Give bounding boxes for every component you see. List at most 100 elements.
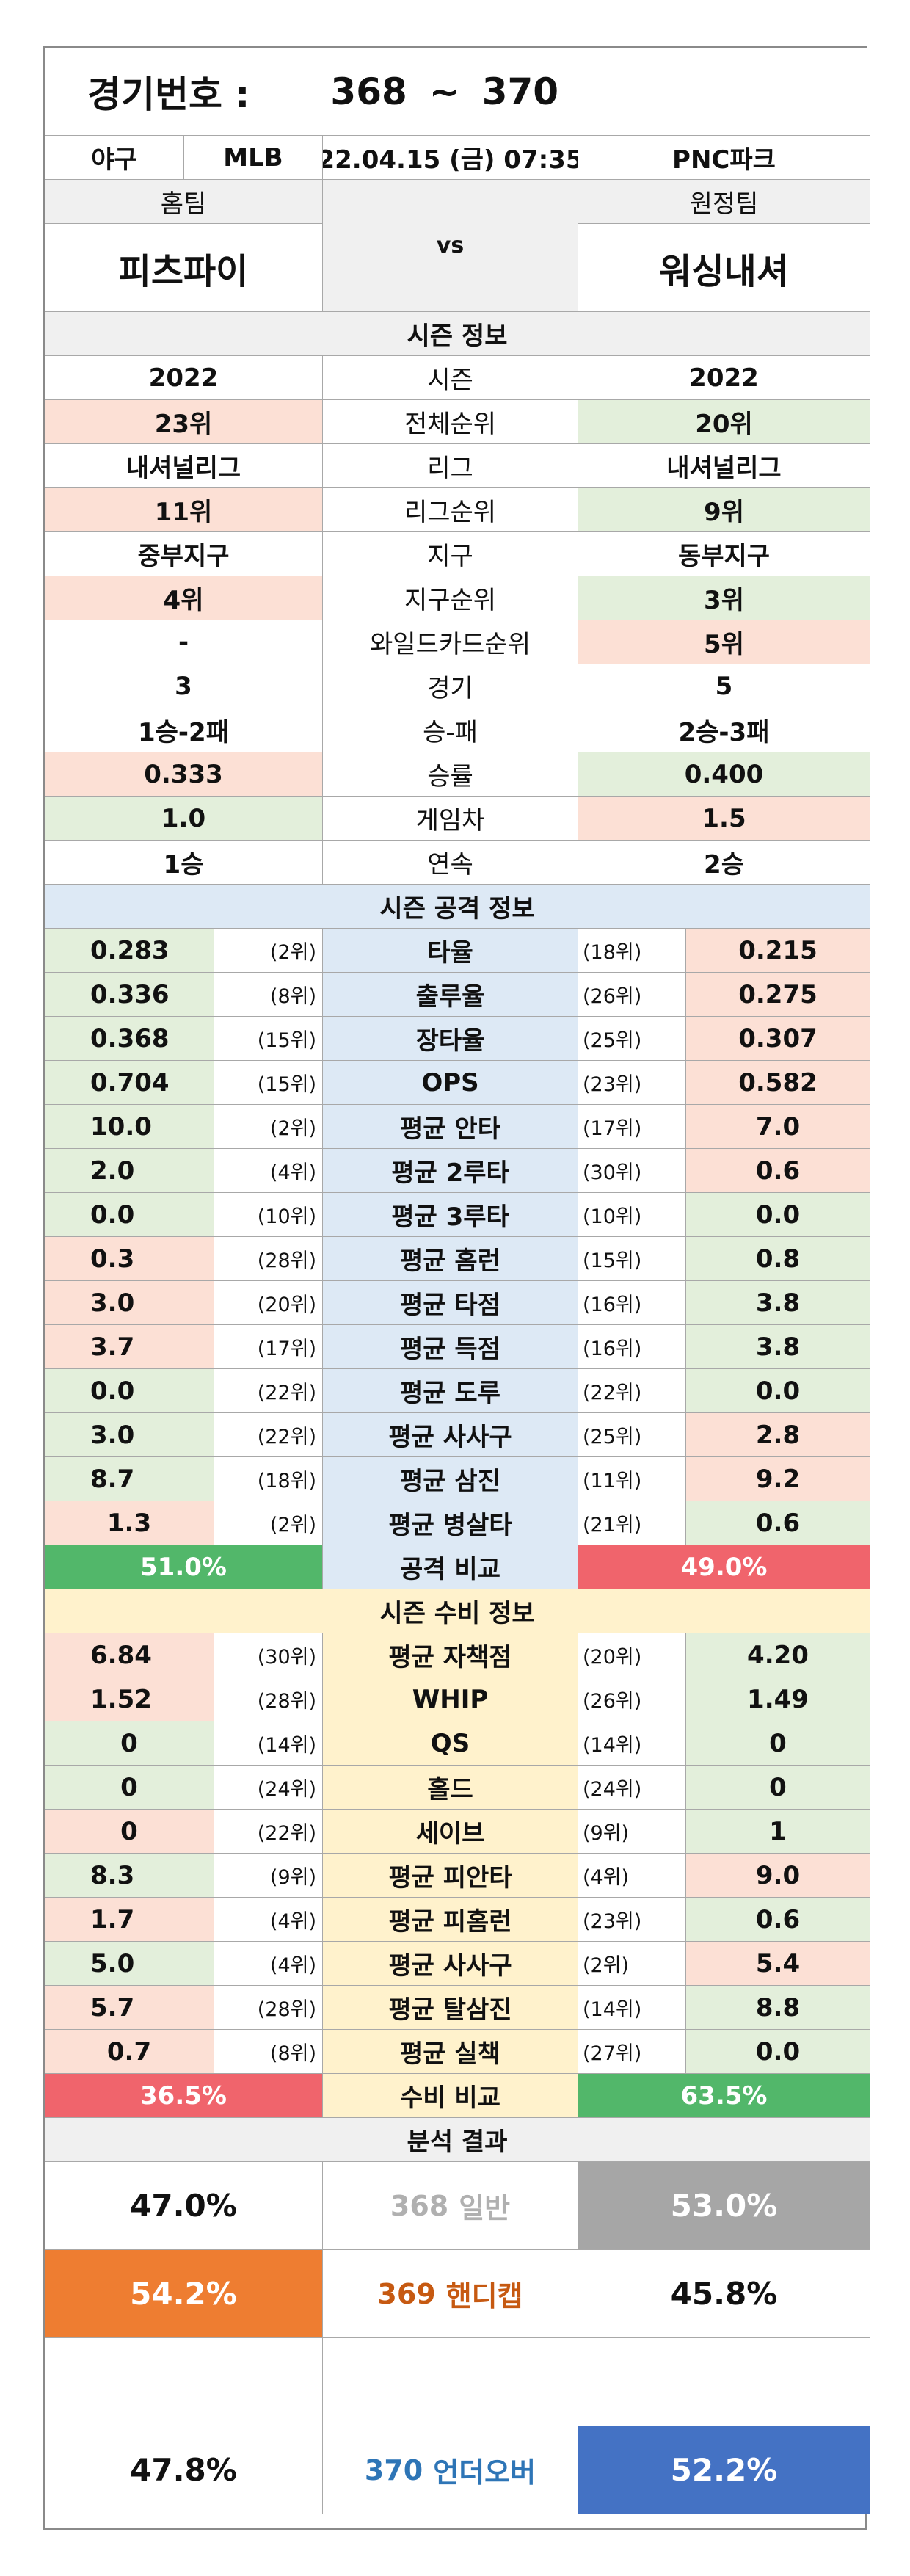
offense-row-label: 출루율 (323, 973, 578, 1017)
season-row-label: 연속 (323, 841, 578, 885)
season-home-value: - (45, 620, 323, 664)
season-home-value: 0.333 (45, 752, 323, 797)
season-home-value: 1.0 (45, 797, 323, 841)
offense-home-rank: (2위) (214, 1501, 323, 1545)
season-away-value: 2승 (578, 841, 870, 885)
offense-home-rank: (4위) (214, 1149, 323, 1193)
defense-away-value: 0.0 (686, 2030, 870, 2074)
home-team-label: 홈팀 (45, 180, 323, 224)
season-home-value: 3 (45, 664, 323, 708)
season-away-value: 0.400 (578, 752, 870, 797)
defense-away-rank: (20위) (578, 1633, 686, 1677)
defense-away-rank: (2위) (578, 1942, 686, 1986)
offense-away-value: 0.215 (686, 929, 870, 973)
offense-row-label: 평균 안타 (323, 1105, 578, 1149)
analysis-game-number: 369 (377, 2277, 436, 2310)
offense-row-label: 평균 홈런 (323, 1237, 578, 1281)
defense-home-value: 0 (45, 1766, 214, 1810)
offense-away-rank: (21위) (578, 1501, 686, 1545)
defense-row-label: 홀드 (323, 1766, 578, 1810)
vs-label: vs (323, 180, 578, 312)
season-home-value: 4위 (45, 576, 323, 620)
offense-away-rank: (15위) (578, 1237, 686, 1281)
season-away-value: 동부지구 (578, 532, 870, 576)
defense-away-value: 0 (686, 1721, 870, 1766)
offense-home-rank: (10위) (214, 1193, 323, 1237)
analysis-header: 분석 결과 (45, 2118, 870, 2162)
offense-away-value: 0.6 (686, 1149, 870, 1193)
season-info-header: 시즌 정보 (45, 312, 870, 356)
offense-away-value: 9.2 (686, 1457, 870, 1501)
offense-row-label: 평균 사사구 (323, 1413, 578, 1457)
analysis-home-percent: 47.8% (45, 2426, 323, 2514)
offense-away-rank: (10위) (578, 1193, 686, 1237)
analysis-market-label: 370 언더오버 (323, 2426, 578, 2514)
analysis-market-label: 368 일반 (323, 2162, 578, 2250)
season-away-value: 20위 (578, 400, 870, 444)
game-start-number: 368 (330, 70, 407, 113)
season-row-label: 지구순위 (323, 576, 578, 620)
defense-home-rank: (30위) (214, 1633, 323, 1677)
analysis-market-type: 언더오버 (433, 2456, 536, 2489)
season-home-value: 1승-2패 (45, 708, 323, 752)
season-row-label: 와일드카드순위 (323, 620, 578, 664)
offense-away-value: 0.0 (686, 1193, 870, 1237)
away-team-name: 워싱내셔 (578, 224, 870, 312)
defense-row-label: 평균 탈삼진 (323, 1986, 578, 2030)
defense-row-label: 평균 자책점 (323, 1633, 578, 1677)
offense-away-value: 3.8 (686, 1281, 870, 1325)
offense-home-value: 1.3 (45, 1501, 214, 1545)
defense-row-label: 세이브 (323, 1810, 578, 1854)
season-row-label: 승-패 (323, 708, 578, 752)
defense-home-rank: (28위) (214, 1677, 323, 1721)
tilde-separator: ~ (429, 70, 460, 113)
offense-away-value: 0.307 (686, 1017, 870, 1061)
defense-away-rank: (4위) (578, 1854, 686, 1898)
defense-away-value: 1.49 (686, 1677, 870, 1721)
season-row-label: 시즌 (323, 356, 578, 400)
game-end-number: 370 (481, 70, 559, 113)
season-home-value: 23위 (45, 400, 323, 444)
defense-home-value: 5.7 (45, 1986, 214, 2030)
offense-home-rank: (18위) (214, 1457, 323, 1501)
analysis-market-label: 369 핸디캡 (323, 2250, 578, 2338)
defense-home-value: 5.0 (45, 1942, 214, 1986)
defense-away-rank: (26위) (578, 1677, 686, 1721)
offense-away-rank: (25위) (578, 1017, 686, 1061)
offense-away-rank: (18위) (578, 929, 686, 973)
offense-row-label: 평균 삼진 (323, 1457, 578, 1501)
defense-row-label: 평균 실책 (323, 2030, 578, 2074)
offense-compare-away: 49.0% (578, 1545, 870, 1589)
season-away-value: 내셔널리그 (578, 444, 870, 488)
analysis-home-percent: 54.2% (45, 2250, 323, 2338)
defense-away-value: 4.20 (686, 1633, 870, 1677)
defense-away-rank: (27위) (578, 2030, 686, 2074)
defense-home-value: 0 (45, 1721, 214, 1766)
season-away-value: 2022 (578, 356, 870, 400)
analysis-game-number: 368 (390, 2189, 449, 2222)
defense-home-value: 6.84 (45, 1633, 214, 1677)
analysis-game-number: 370 (364, 2453, 423, 2486)
offense-home-rank: (15위) (214, 1017, 323, 1061)
season-home-value: 2022 (45, 356, 323, 400)
offense-home-rank: (17위) (214, 1325, 323, 1369)
analysis-away-percent: 53.0% (578, 2162, 870, 2250)
defense-info-header: 시즌 수비 정보 (45, 1589, 870, 1633)
offense-away-value: 0.582 (686, 1061, 870, 1105)
offense-home-rank: (15위) (214, 1061, 323, 1105)
defense-away-value: 0.6 (686, 1898, 870, 1942)
offense-away-rank: (23위) (578, 1061, 686, 1105)
offense-away-rank: (30위) (578, 1149, 686, 1193)
offense-home-rank: (22위) (214, 1413, 323, 1457)
offense-home-value: 3.0 (45, 1281, 214, 1325)
offense-home-rank: (2위) (214, 1105, 323, 1149)
analysis-market-type: 일반 (459, 2192, 511, 2224)
offense-row-label: 평균 도루 (323, 1369, 578, 1413)
defense-home-rank: (24위) (214, 1766, 323, 1810)
offense-info-header: 시즌 공격 정보 (45, 885, 870, 929)
offense-row-label: 평균 병살타 (323, 1501, 578, 1545)
analysis-away-percent: 45.8% (578, 2250, 870, 2338)
analysis-home-percent: 47.0% (45, 2162, 323, 2250)
season-away-value: 5위 (578, 620, 870, 664)
offense-home-value: 0.283 (45, 929, 214, 973)
